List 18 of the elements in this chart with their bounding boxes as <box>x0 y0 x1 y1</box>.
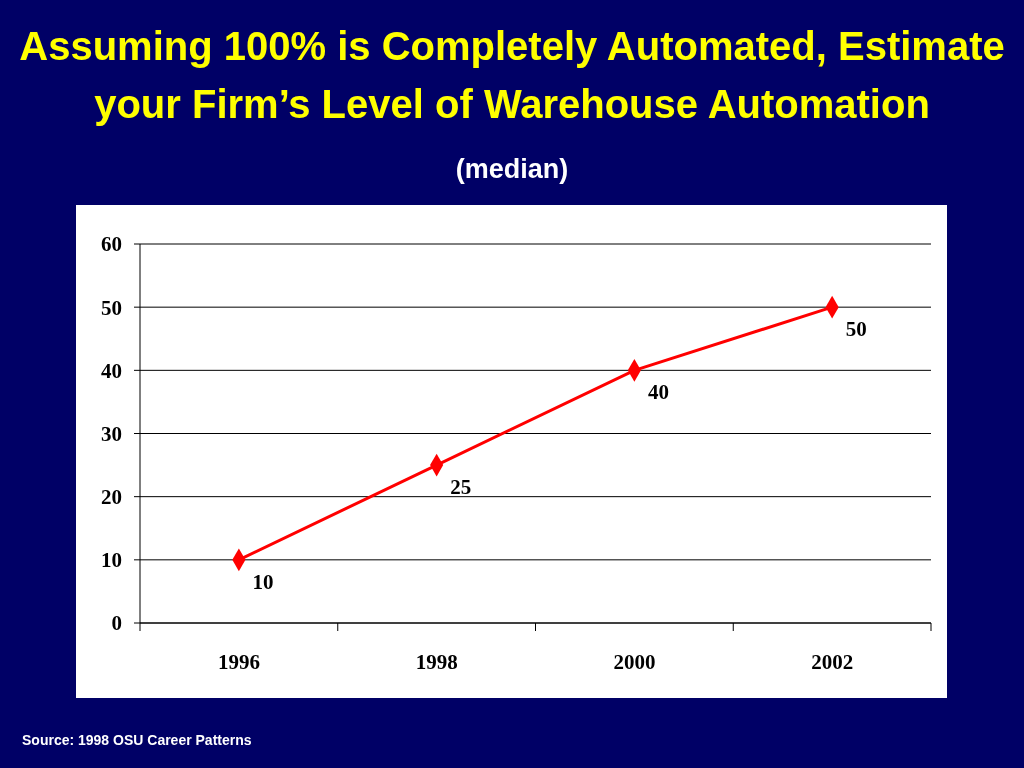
x-tick-label: 1998 <box>415 650 458 674</box>
chart-subtitle: (median) <box>455 154 569 184</box>
source-note: Source: 1998 OSU Career Patterns <box>22 732 252 748</box>
x-tick-label: 2002 <box>811 650 854 674</box>
x-tick-label: 1996 <box>217 650 260 674</box>
y-tick-label: 40 <box>101 358 122 383</box>
y-tick-label: 10 <box>101 548 122 573</box>
y-tick-label: 20 <box>101 485 122 510</box>
x-tick-label: 2000 <box>613 650 656 674</box>
y-tick-label: 60 <box>101 232 122 257</box>
y-tick-label: 50 <box>101 295 122 320</box>
y-tick-label: 0 <box>111 611 122 636</box>
data-label: 10 <box>252 569 274 594</box>
data-label: 40 <box>647 380 669 405</box>
data-label: 25 <box>450 475 472 500</box>
y-tick-label: 30 <box>101 421 122 446</box>
chart-title: Assuming 100% is Completely Automated, Estimate your Firm’s Level of Warehouse Automation <box>19 24 1005 126</box>
data-label: 50 <box>845 317 867 342</box>
